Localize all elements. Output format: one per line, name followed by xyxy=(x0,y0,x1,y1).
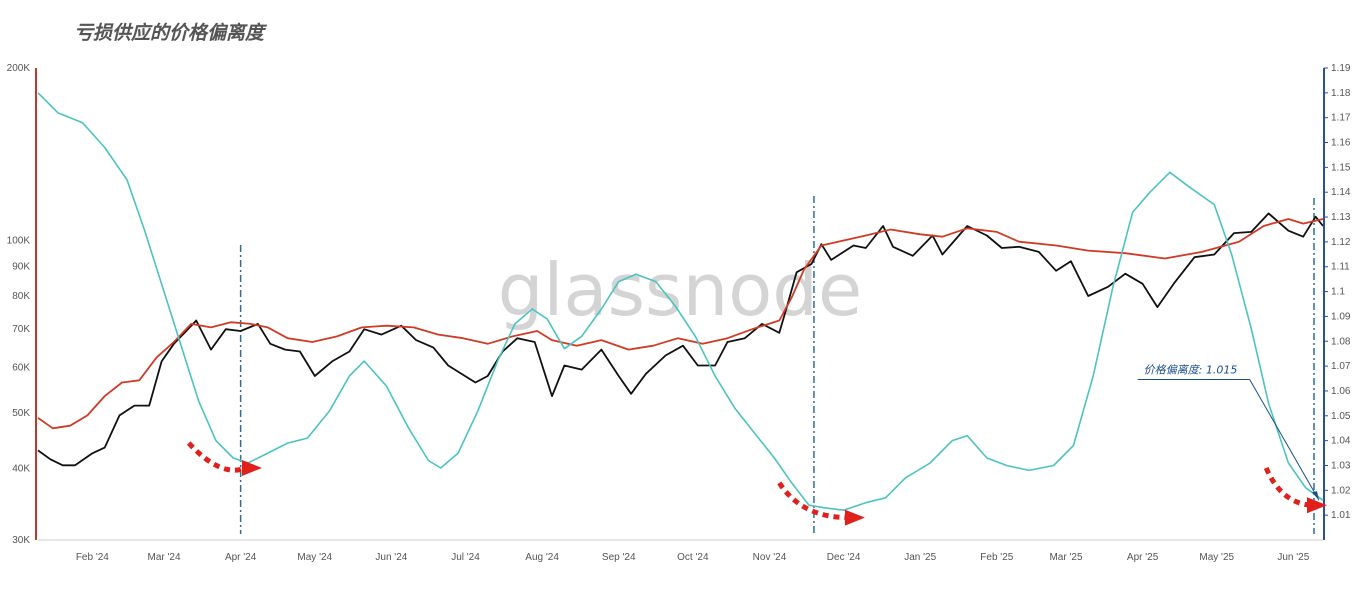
axes: 30K 40K 50K 60K 70K 80K 90K 100K 200K 1.01 1.02 1.0… xyxy=(7,63,1351,563)
right-tick-label: 1.03 xyxy=(1331,460,1351,471)
left-tick-label: 200K xyxy=(7,63,31,74)
x-tick-label: Sep '24 xyxy=(602,552,636,563)
right-tick-label: 1.06 xyxy=(1331,386,1351,397)
left-tick-label: 50K xyxy=(12,408,30,419)
left-tick-label: 60K xyxy=(12,363,30,374)
series-line-3 xyxy=(37,92,1324,512)
right-tick-label: 1.11 xyxy=(1331,262,1350,273)
x-tick-label: Jul '24 xyxy=(451,552,480,563)
x-tick-label: Aug '24 xyxy=(525,552,559,563)
red-dashed-arrows xyxy=(186,441,1327,526)
x-tick-label: Jun '24 xyxy=(375,552,407,563)
right-tick-label: 1.15 xyxy=(1331,162,1351,173)
right-tick-label: 1.01 xyxy=(1331,510,1351,521)
red-dashed-arrow-curve xyxy=(186,441,247,473)
x-tick-label: Feb '25 xyxy=(980,552,1013,563)
right-tick-label: 1.05 xyxy=(1331,411,1351,422)
red-arrow-head xyxy=(1307,497,1327,514)
x-tick-label: Dec '24 xyxy=(827,552,861,563)
right-tick-label: 1.07 xyxy=(1331,361,1351,372)
glassnode-watermark: glassnode xyxy=(498,248,863,332)
x-tick-label: Mar '25 xyxy=(1049,552,1082,563)
red-arrow-head xyxy=(844,509,865,526)
right-tick-label: 1.16 xyxy=(1331,138,1351,149)
annotation: 价格偏离度: 1.015 xyxy=(1137,363,1320,501)
right-tick-label: 1.08 xyxy=(1331,336,1351,347)
series-lines xyxy=(37,92,1324,512)
left-tick-label: 70K xyxy=(12,324,30,335)
annotation-arrowhead xyxy=(1312,491,1319,501)
x-tick-label: Jan '25 xyxy=(904,552,936,563)
x-tick-label: Feb '24 xyxy=(76,552,109,563)
x-tick-label: Jun '25 xyxy=(1277,552,1309,563)
x-tick-label: May '25 xyxy=(1199,552,1234,563)
left-tick-label: 30K xyxy=(12,535,30,546)
right-tick-label: 1.04 xyxy=(1331,436,1351,447)
x-tick-label: Apr '24 xyxy=(225,552,257,563)
chart-title: 亏损供应的价格偏离度 xyxy=(74,22,265,44)
left-tick-label: 100K xyxy=(7,235,31,246)
left-tick-label: 80K xyxy=(12,291,30,302)
right-tick-label: 1.09 xyxy=(1331,311,1351,322)
series-line-1 xyxy=(37,212,1324,467)
right-tick-label: 1.13 xyxy=(1331,212,1351,223)
right-tick-label: 1.1 xyxy=(1331,287,1345,298)
right-tick-label: 1.18 xyxy=(1331,88,1351,99)
right-tick-label: 1.19 xyxy=(1331,63,1351,74)
left-tick-label: 90K xyxy=(12,262,30,273)
x-tick-label: Oct '24 xyxy=(677,552,709,563)
right-tick-label: 1.02 xyxy=(1331,485,1351,496)
right-tick-label: 1.12 xyxy=(1331,237,1351,248)
x-tick-label: May '24 xyxy=(297,552,332,563)
annotation-leader xyxy=(1249,379,1320,501)
vertical-markers xyxy=(239,196,1315,534)
right-tick-label: 1.17 xyxy=(1331,113,1351,124)
left-tick-label: 40K xyxy=(12,463,30,474)
annotation-label: 价格偏离度: 1.015 xyxy=(1144,363,1238,376)
red-arrow-head xyxy=(241,459,262,476)
x-tick-label: Mar '24 xyxy=(148,552,181,563)
x-tick-label: Apr '25 xyxy=(1127,552,1159,563)
series-line-2 xyxy=(37,218,1324,430)
x-tick-label: Nov '24 xyxy=(753,552,787,563)
red-dashed-arrow-curve xyxy=(1263,466,1312,508)
right-tick-label: 1.14 xyxy=(1331,187,1351,198)
